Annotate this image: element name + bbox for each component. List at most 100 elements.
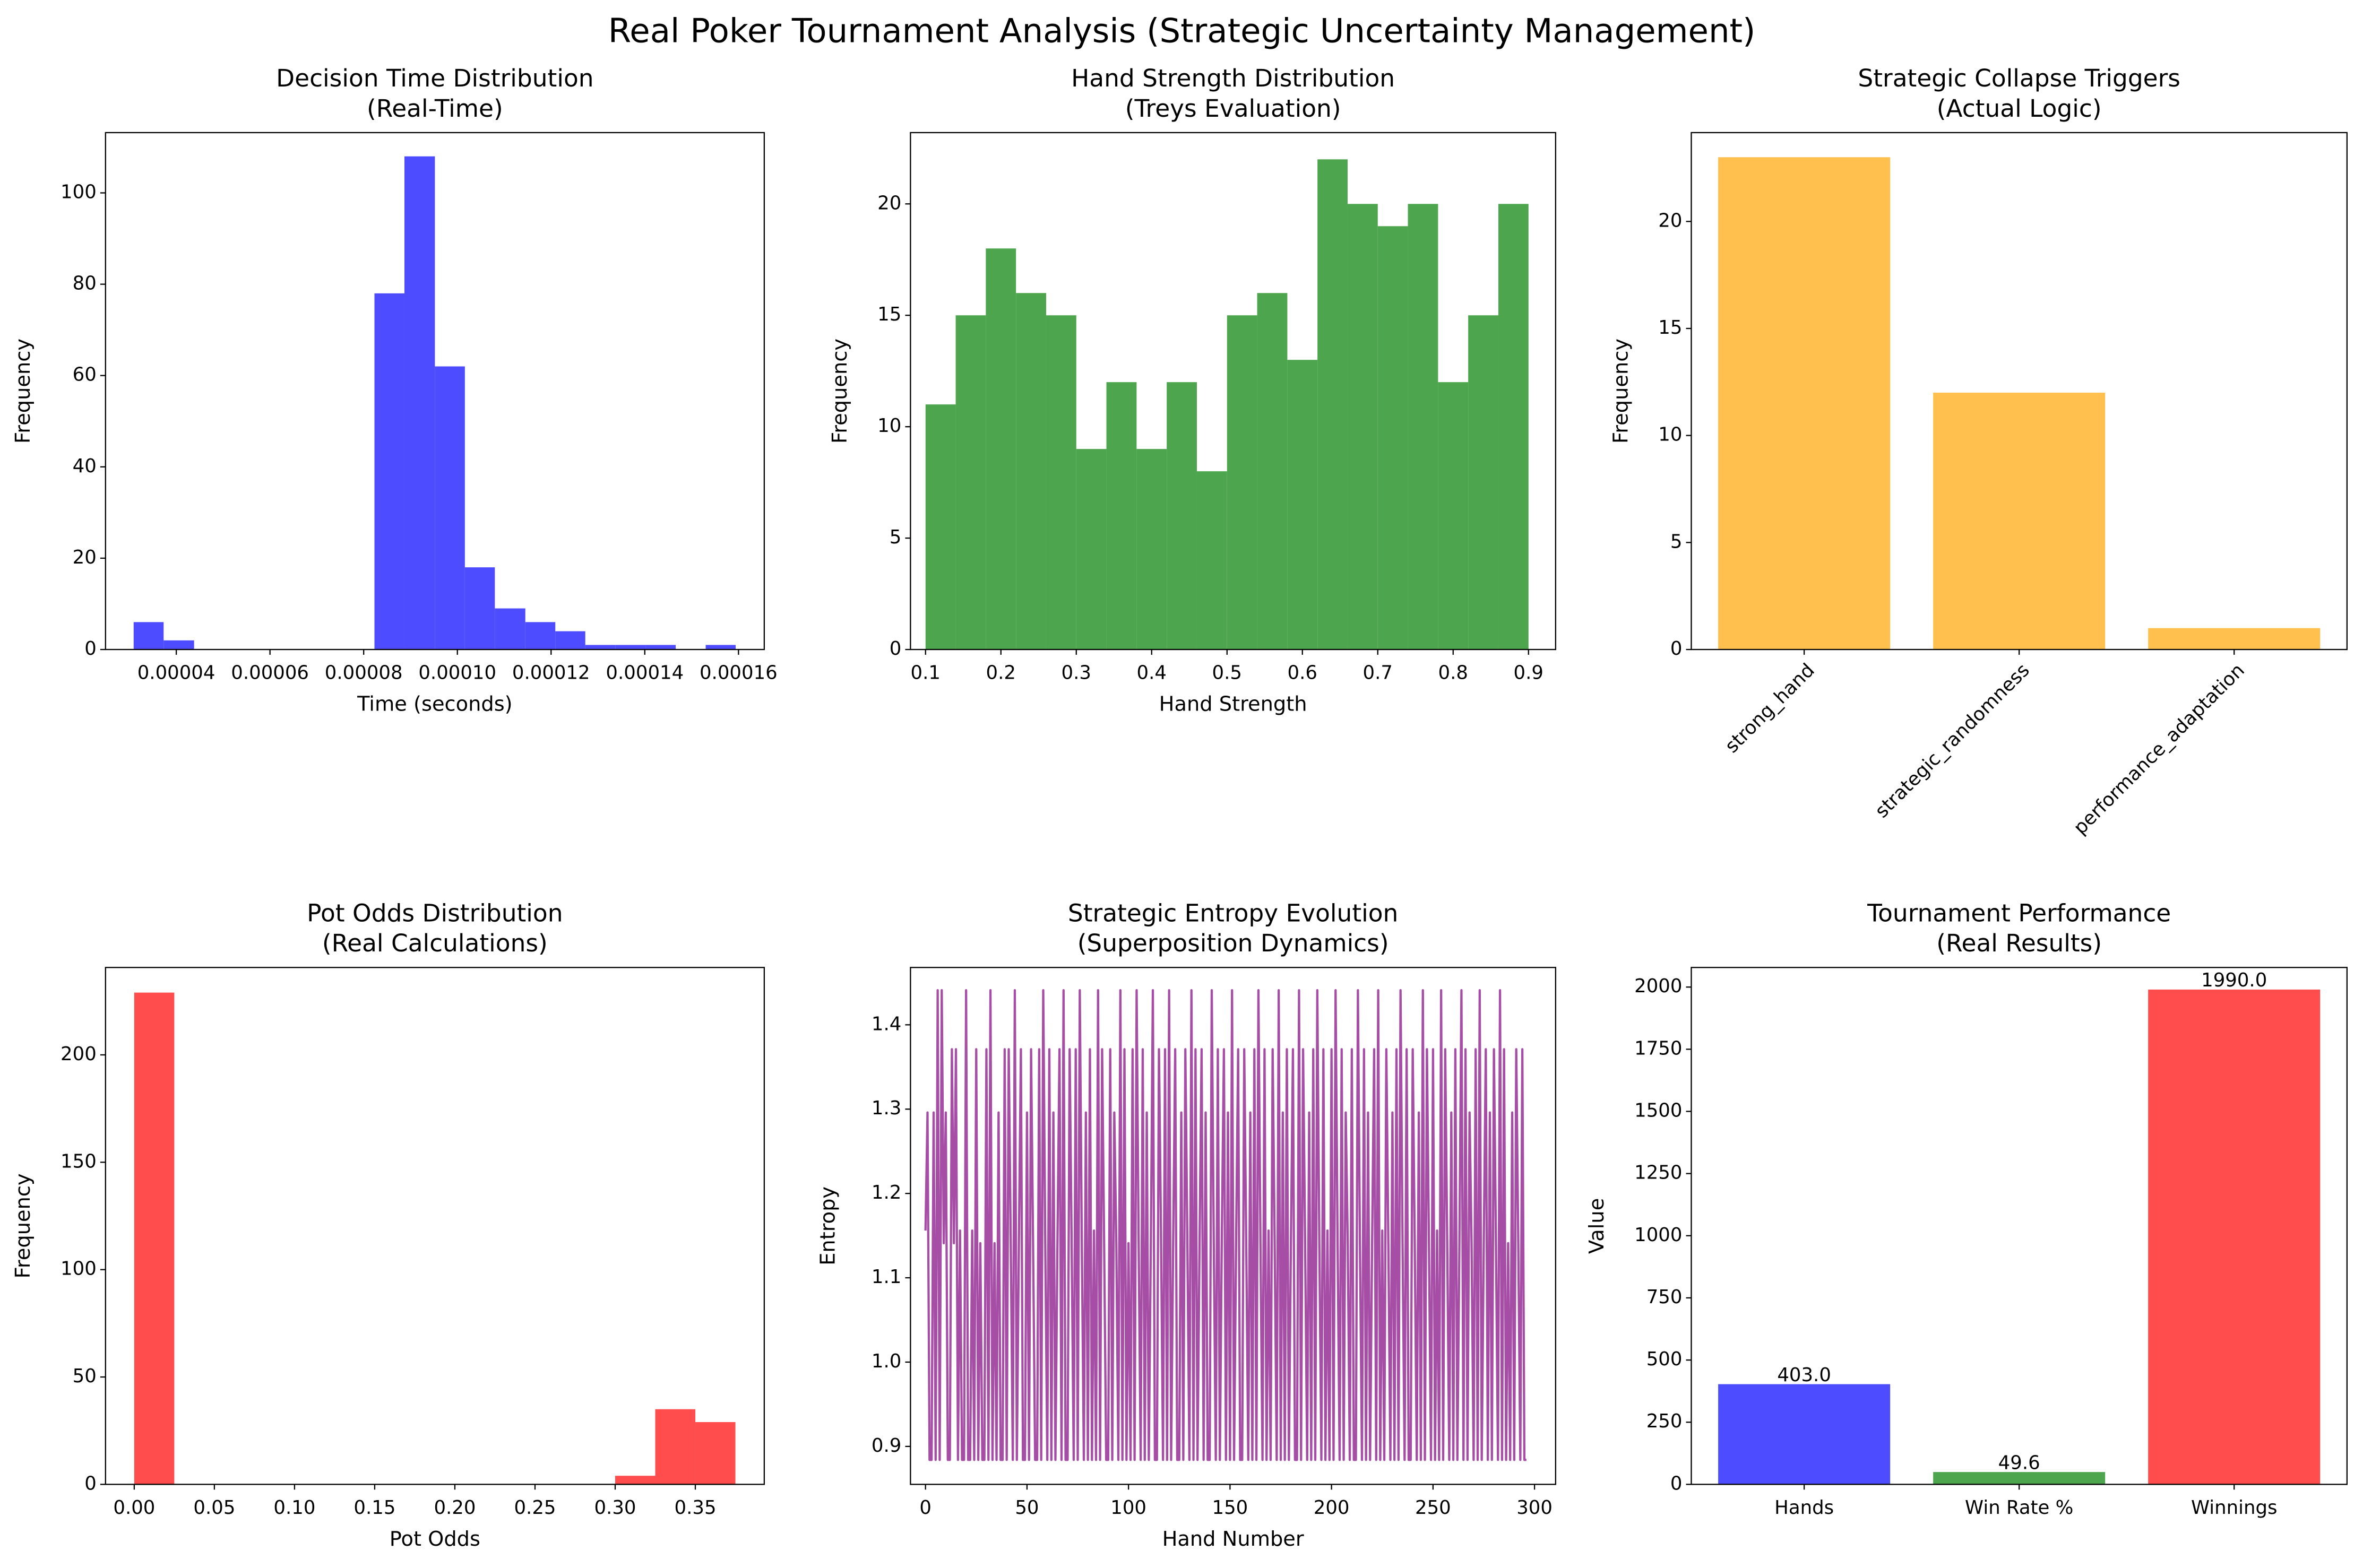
x-tick-label: 0.5 <box>1212 662 1242 683</box>
y-tick-label: 20 <box>1658 210 1682 231</box>
figure-title: Real Poker Tournament Analysis (Strategi… <box>608 12 1756 50</box>
y-tick-label: 100 <box>61 1258 97 1280</box>
y-tick-label: 200 <box>61 1043 97 1065</box>
histogram-bar <box>655 1409 696 1485</box>
histogram-bar <box>495 608 525 650</box>
x-tick-label: 0.9 <box>1514 662 1543 683</box>
subplot: Tournament Performance(Real Results) 0 250… <box>1585 899 2348 1519</box>
y-tick-label: 10 <box>1658 424 1682 446</box>
x-tick-label: Winnings <box>2191 1497 2278 1519</box>
subplot-title: Strategic Entropy Evolution <box>1068 899 1398 927</box>
histogram-bar <box>404 156 435 650</box>
y-axis-label: Frequency <box>828 339 852 444</box>
x-tick-label: 0.7 <box>1363 662 1393 683</box>
subplot-title: Decision Time Distribution <box>276 64 593 92</box>
x-tick-label: 0.4 <box>1137 662 1167 683</box>
y-tick-label: 80 <box>73 273 97 294</box>
x-tick-label: 150 <box>1212 1497 1248 1519</box>
y-tick-label: 1.4 <box>872 1013 901 1035</box>
y-axis-label: Frequency <box>1609 339 1633 444</box>
axes-frame <box>910 967 1557 1485</box>
x-tick-label: 0.35 <box>675 1497 717 1519</box>
x-tick-label: 100 <box>1110 1497 1146 1519</box>
y-tick-label: 0 <box>890 638 902 660</box>
x-tick-label: 0.20 <box>434 1497 476 1519</box>
x-tick-label: 0.25 <box>514 1497 556 1519</box>
x-tick-label: 50 <box>1015 1497 1039 1519</box>
line <box>924 989 1527 1461</box>
x-tick-label: 300 <box>1516 1497 1553 1519</box>
y-tick-label: 0.9 <box>872 1435 901 1457</box>
y-tick-label: 250 <box>1646 1410 1683 1432</box>
histogram-bar <box>1016 293 1046 650</box>
subplot-subtitle: (Actual Logic) <box>1937 94 2102 123</box>
y-tick-label: 0 <box>84 1472 97 1494</box>
histogram-bar <box>525 622 556 650</box>
bar <box>1718 157 1891 650</box>
bar <box>1933 393 2106 650</box>
histogram-bar <box>1287 360 1318 650</box>
y-axis-label: Frequency <box>11 1173 35 1278</box>
value-label: 49.6 <box>1998 1452 2040 1474</box>
x-tick-label: 0.00012 <box>512 662 590 683</box>
x-axis-label: Pot Odds <box>390 1527 480 1551</box>
y-tick-label: 15 <box>877 304 901 325</box>
x-tick-label: 200 <box>1314 1497 1350 1519</box>
x-tick-label: 0.00006 <box>231 662 309 683</box>
histogram-bar <box>1498 204 1529 650</box>
y-tick-label: 10 <box>877 415 901 437</box>
x-tick-label: 0.2 <box>986 662 1016 683</box>
x-tick-label: 0.00008 <box>325 662 403 683</box>
subplot-title: Pot Odds Distribution <box>307 899 563 927</box>
x-tick-label: 0.05 <box>193 1497 235 1519</box>
y-tick-label: 1.2 <box>872 1182 901 1203</box>
y-tick-label: 1500 <box>1634 1099 1682 1121</box>
y-tick-label: 15 <box>1658 317 1682 339</box>
histogram-bar <box>374 293 404 650</box>
x-axis-label: Hand Number <box>1162 1527 1304 1551</box>
histogram-bar <box>615 645 646 650</box>
axes-frame <box>1691 132 2348 651</box>
histogram-bar <box>695 1422 736 1485</box>
y-tick-label: 20 <box>73 547 97 568</box>
histogram-bar <box>1317 159 1348 650</box>
y-tick-label: 5 <box>1670 531 1683 552</box>
subplot-title: Tournament Performance <box>1867 899 2171 927</box>
y-tick-label: 60 <box>73 364 97 386</box>
bar <box>1718 1384 1891 1485</box>
subplot-subtitle: (Real Calculations) <box>322 929 548 957</box>
y-tick-label: 0 <box>84 638 97 660</box>
histogram-bar <box>555 631 585 650</box>
x-tick-label: 0.00 <box>113 1497 155 1519</box>
y-tick-label: 0 <box>1670 1472 1683 1494</box>
histogram-bar <box>1076 449 1107 650</box>
x-tick-label: 0.8 <box>1438 662 1468 683</box>
histogram-bar <box>1227 315 1257 650</box>
y-tick-label: 500 <box>1646 1348 1683 1370</box>
subplot-title: Strategic Collapse Triggers <box>1858 64 2180 92</box>
y-tick-label: 1750 <box>1634 1037 1682 1059</box>
subplot-title: Hand Strength Distribution <box>1071 64 1395 92</box>
y-tick-label: 1250 <box>1634 1162 1682 1184</box>
y-tick-label: 50 <box>73 1365 97 1387</box>
axes-frame <box>1691 967 2348 1485</box>
histogram-bar <box>1377 226 1408 650</box>
x-tick-label: 0.00016 <box>700 662 778 683</box>
x-tick-label: 0.30 <box>594 1497 636 1519</box>
axes-frame <box>105 132 765 651</box>
x-tick-label: 0.00014 <box>606 662 684 683</box>
subplot-subtitle: (Real Results) <box>1936 929 2102 957</box>
histogram-bar <box>986 248 1016 650</box>
x-tick-label: 0.00004 <box>137 662 215 683</box>
histogram-bar <box>163 640 194 650</box>
y-tick-label: 1.1 <box>872 1266 901 1288</box>
histogram-bar <box>955 315 986 650</box>
y-axis-label: Entropy <box>816 1186 840 1266</box>
histogram-bar <box>1106 382 1137 650</box>
y-axis-label: Value <box>1585 1198 1609 1254</box>
subplot: Pot Odds Distribution(Real Calculations)… <box>11 899 765 1551</box>
subplot-subtitle: (Real-Time) <box>367 94 503 123</box>
histogram-bar <box>1046 315 1076 650</box>
x-tick-label: 0 <box>919 1497 932 1519</box>
